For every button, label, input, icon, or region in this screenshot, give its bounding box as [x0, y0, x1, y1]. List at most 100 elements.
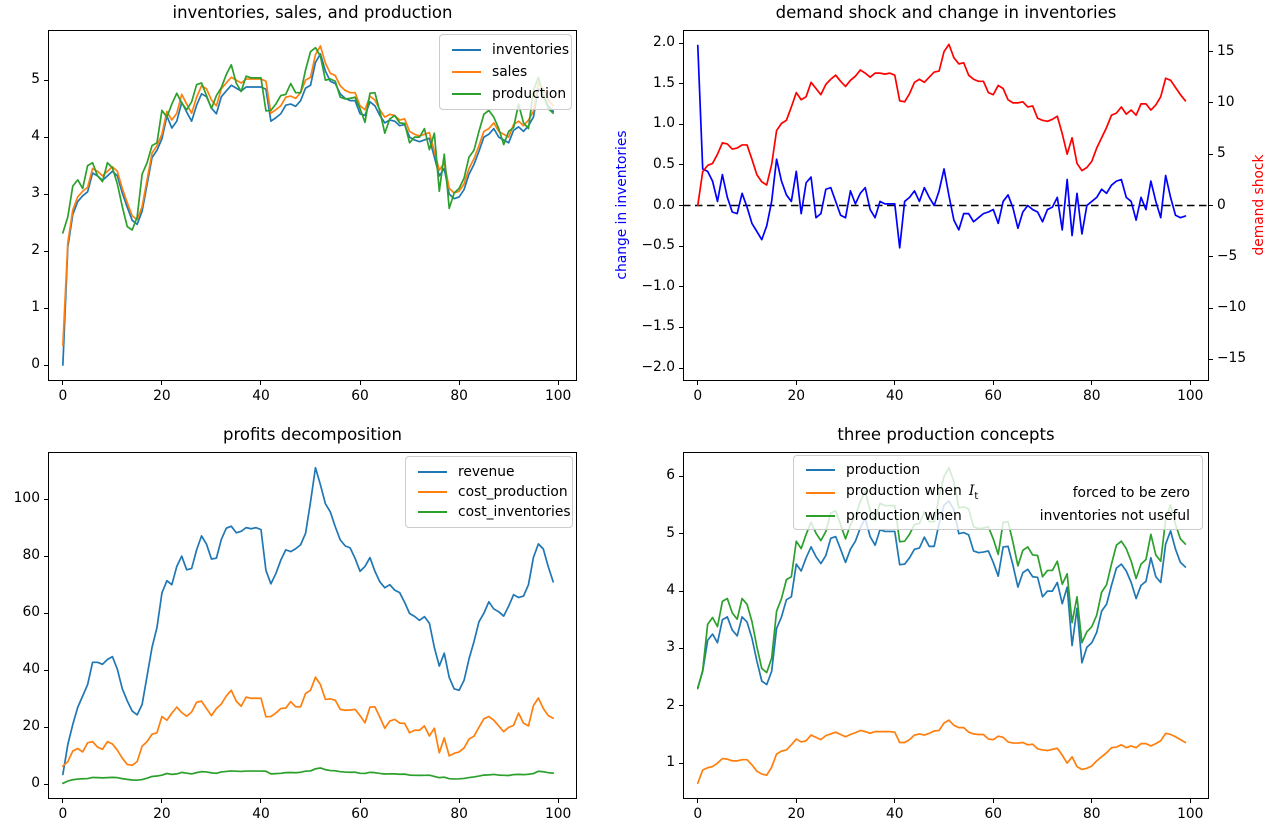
x-tick-label: 80: [450, 806, 468, 822]
x-tick-mark: [697, 381, 699, 385]
y-right-tick-label: −10: [1217, 299, 1247, 316]
x-tick-mark: [1189, 799, 1191, 803]
y-tick-label: −2.0: [641, 359, 675, 375]
legend-item: production: [794, 458, 1202, 481]
x-tick-mark: [161, 381, 163, 385]
x-tick-label: 20: [787, 388, 806, 404]
x-tick-mark: [992, 799, 994, 803]
x-tick-mark: [359, 381, 361, 385]
x-tick-label: 20: [153, 806, 171, 822]
legend-item: production when inventories not useful: [794, 504, 1202, 527]
legend-label-right: forced to be zero: [1072, 484, 1190, 501]
x-tick-label: 0: [693, 388, 703, 404]
y-tick-mark: [679, 647, 683, 649]
legend-item: sales: [440, 61, 571, 83]
y-tick-mark: [679, 326, 683, 328]
legend-inventories-sales-production: inventories sales production: [439, 34, 572, 110]
y-tick-mark: [44, 193, 48, 195]
y-tick-mark: [679, 205, 683, 206]
y-tick-label: −1.5: [641, 318, 675, 335]
y-tick-mark: [44, 498, 48, 500]
x-tick-label: 80: [1083, 388, 1101, 404]
y-tick-label: 1.5: [653, 74, 675, 91]
x-tick-label: 100: [545, 806, 572, 822]
y-tick-mark: [679, 83, 683, 85]
y-right-tick-label: −15: [1217, 350, 1247, 367]
series-line-production-when-i-t-forced-to-be-zero: [696, 719, 1187, 785]
legend-profits-decomposition: revenue cost_production cost_inventories: [405, 456, 573, 528]
x-tick-label: 60: [351, 806, 369, 822]
plot-area-demand-shock-change-in-inventories: [683, 30, 1209, 381]
chart-title-inventories-sales-production: inventories, sales, and production: [172, 3, 453, 22]
y-right-tick-mark: [1209, 51, 1213, 53]
x-tick-label: 20: [787, 806, 806, 822]
x-tick-mark: [992, 381, 994, 385]
legend-label: cost_production: [458, 484, 568, 500]
y-tick-mark: [679, 533, 683, 535]
y-tick-mark: [44, 79, 48, 81]
y-right-tick-label: 0: [1217, 196, 1226, 213]
y-tick-label: 3: [31, 185, 40, 202]
x-tick-label: 60: [351, 388, 369, 404]
legend-label: production: [492, 86, 567, 102]
y-right-tick-mark: [1209, 256, 1213, 258]
legend-line-sample: [418, 471, 447, 473]
series-line-cost-production: [62, 676, 555, 768]
legend-line-sample: [452, 49, 481, 51]
y-tick-label: 2.0: [653, 34, 675, 50]
legend-item: production when It forced to be zero: [794, 481, 1202, 504]
legend-item: revenue: [406, 462, 572, 482]
axes-frame: [48, 452, 577, 799]
y-tick-mark: [44, 669, 48, 671]
x-tick-label: 80: [1083, 806, 1101, 822]
y-tick-mark: [679, 590, 683, 592]
legend-item: production: [440, 83, 571, 105]
legend-line-sample: [418, 491, 447, 493]
x-tick-mark: [894, 799, 896, 803]
y-tick-mark: [679, 245, 683, 247]
x-tick-mark: [894, 381, 896, 385]
x-tick-mark: [795, 381, 797, 385]
legend-line-sample: [452, 71, 481, 73]
x-tick-label: 0: [58, 806, 68, 822]
plot-area-inventories-sales-production: [48, 30, 577, 381]
x-tick-label: 0: [58, 388, 68, 404]
y-tick-label: 80: [22, 547, 40, 564]
y-tick-label: 100: [13, 490, 40, 507]
y-tick-mark: [44, 726, 48, 728]
series-line-demand-shock: [696, 43, 1187, 207]
y-tick-mark: [44, 364, 48, 366]
y-tick-mark: [679, 475, 683, 477]
y-tick-mark: [679, 164, 683, 166]
chart-title-demand-shock: demand shock and change in inventories: [775, 3, 1117, 22]
x-tick-label: 80: [450, 388, 468, 404]
chart-title-three-production-concepts: three production concepts: [837, 425, 1055, 444]
y-tick-label: 0.5: [653, 155, 675, 172]
x-tick-mark: [161, 799, 163, 803]
x-tick-mark: [62, 799, 64, 803]
x-tick-mark: [260, 381, 262, 385]
y-tick-label: −0.5: [641, 237, 675, 254]
legend-label: production: [846, 461, 921, 478]
y-tick-label: 0.0: [653, 196, 675, 213]
x-tick-label: 60: [984, 388, 1003, 404]
y-tick-mark: [679, 705, 683, 707]
y-tick-mark: [679, 123, 683, 125]
y-right-tick-label: −5: [1217, 247, 1238, 264]
y-right-tick-label: 5: [1217, 145, 1226, 162]
x-tick-mark: [1091, 799, 1093, 803]
legend-line-sample: [806, 468, 835, 471]
legend-label: revenue: [458, 464, 515, 480]
legend-label: inventories: [492, 42, 570, 58]
series-line-change-in-inventories: [696, 44, 1187, 249]
y-tick-label: 5: [31, 71, 40, 88]
x-tick-mark: [62, 381, 64, 385]
y-right-tick-mark: [1209, 102, 1213, 104]
x-tick-mark: [557, 381, 559, 385]
y-tick-mark: [679, 286, 683, 288]
legend-line-sample: [452, 93, 481, 95]
legend-item: cost_inventories: [406, 502, 572, 522]
x-tick-label: 40: [252, 388, 270, 404]
y-tick-mark: [44, 555, 48, 557]
series-line-revenue: [62, 466, 555, 776]
